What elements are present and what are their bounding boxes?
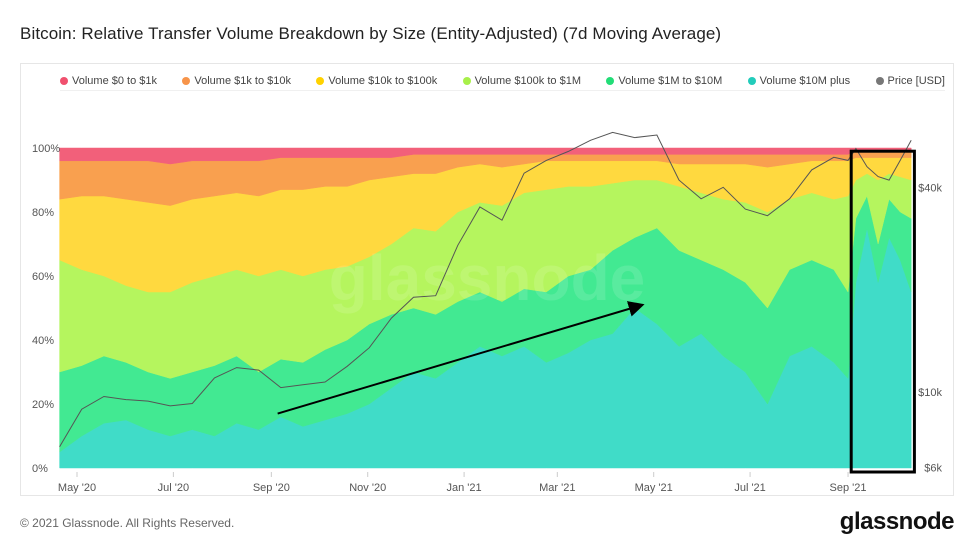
y-left-tick-label: 80% — [32, 207, 54, 219]
y-right-tick-label: $40k — [918, 182, 942, 194]
legend-item[interactable]: Volume $1M to $10M — [606, 72, 722, 90]
y-right-tick-label: $6k — [924, 462, 942, 474]
legend-dot-icon — [182, 77, 191, 85]
chart-frame — [20, 63, 954, 496]
stacked-areas — [59, 147, 912, 469]
legend-dot-icon — [747, 77, 756, 85]
y-left-tick-label: 60% — [32, 271, 54, 283]
legend-item[interactable]: Volume $0 to $1k — [60, 72, 157, 90]
legend-item[interactable]: Volume $10M plus — [747, 72, 851, 90]
x-tick-label: Sep '20 — [253, 482, 290, 494]
x-tick-label: Jul '20 — [158, 482, 189, 494]
x-tick-label: Jul '21 — [734, 482, 765, 494]
y-right-tick-label: $10k — [918, 387, 942, 399]
x-tick-label: Mar '21 — [539, 482, 575, 494]
legend-dot-icon — [316, 77, 325, 85]
glassnode-logo: glassnode — [839, 508, 955, 535]
y-left-tick-label: 40% — [32, 335, 54, 347]
highlight-box — [849, 149, 916, 474]
trend-arrow — [277, 301, 645, 415]
x-tick-label: Jan '21 — [447, 482, 482, 494]
legend-item[interactable]: Price [USD] — [875, 72, 945, 90]
legend-label: Volume $1M to $10M — [618, 75, 723, 87]
legend-label: Price [USD] — [887, 75, 945, 87]
y-left-tick-label: 20% — [32, 399, 54, 411]
legend-label: Volume $1k to $10k — [194, 75, 291, 87]
y-left-tick-label: 0% — [32, 463, 48, 475]
legend-label: Volume $10M plus — [759, 75, 851, 87]
y-left-tick-label: 100% — [32, 143, 60, 155]
legend-label: Volume $0 to $1k — [72, 75, 158, 87]
axis-ticks: May '20 Jul '20 Sep '20 Nov '20 Jan '21 Mar '… — [32, 143, 942, 494]
annotations — [277, 149, 916, 474]
legend-item[interactable]: Volume $1k to $10k — [182, 72, 291, 90]
copyright: © 2021 Glassnode. All Rights Reserved. — [20, 516, 235, 530]
legend-item[interactable]: Volume $100k to $1M — [462, 72, 581, 90]
x-tick-label: Sep '21 — [830, 482, 867, 494]
legend-dot-icon — [875, 77, 884, 85]
legend-dot-icon — [462, 77, 471, 85]
price-line — [59, 131, 912, 448]
watermark: glassnode — [329, 242, 646, 314]
legend-dot-icon — [60, 77, 68, 85]
legend: Volume $0 to $1k Volume $1k to $10k Volume… — [60, 72, 945, 91]
x-tick-label: May '20 — [58, 482, 96, 494]
chart-title: Bitcoin: Relative Transfer Volume Breakd… — [20, 24, 722, 43]
legend-dot-icon — [606, 77, 615, 85]
legend-label: Volume $10k to $100k — [328, 75, 438, 87]
x-tick-label: Nov '20 — [349, 482, 386, 494]
legend-item[interactable]: Volume $10k to $100k — [316, 72, 437, 90]
x-tick-label: May '21 — [635, 482, 673, 494]
legend-label: Volume $100k to $1M — [474, 75, 581, 87]
